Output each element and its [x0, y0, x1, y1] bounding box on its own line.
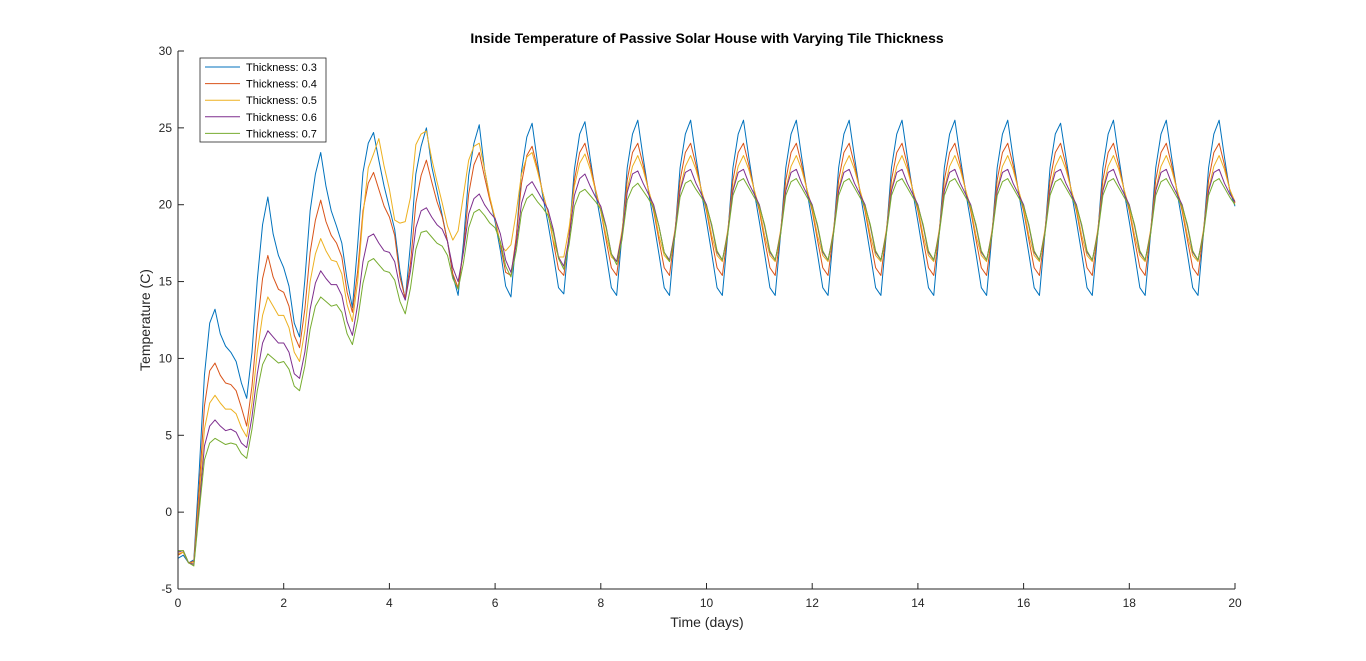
legend-entry-1: Thickness: 0.3: [246, 62, 317, 74]
x-axis-label: Time (days): [670, 614, 743, 630]
y-tick-label: 0: [165, 505, 172, 519]
series-layer: [177, 119, 1236, 567]
legend: Thickness: 0.3 Thickness: 0.4 Thickness: 0…: [199, 57, 327, 143]
y-tick-label: 5: [165, 428, 172, 442]
x-tick-label: 14: [911, 596, 925, 610]
x-tick-label: 20: [1228, 596, 1242, 610]
x-ticks: 0 2 4 6 8 10 12 14 16 18 20: [175, 583, 1242, 610]
legend-entry-2: Thickness: 0.4: [246, 79, 317, 91]
y-axis-label: Temperature (C): [137, 269, 153, 371]
legend-entry-4: Thickness: 0.6: [246, 112, 317, 124]
y-tick-label: 10: [159, 351, 173, 365]
y-tick-label: 25: [159, 121, 173, 135]
legend-entry-3: Thickness: 0.5: [246, 95, 317, 107]
series-line-1: [177, 119, 1236, 564]
series-line-5: [178, 178, 1236, 567]
x-tick-label: 16: [1017, 596, 1031, 610]
plot-area: [178, 51, 1235, 589]
x-tick-label: 4: [386, 596, 393, 610]
y-tick-label: 20: [159, 198, 173, 212]
y-tick-label: 15: [159, 275, 173, 289]
y-tick-label: 30: [159, 44, 173, 58]
x-tick-label: 0: [175, 596, 182, 610]
legend-entry-5: Thickness: 0.7: [246, 128, 317, 140]
x-tick-label: 2: [280, 596, 287, 610]
x-tick-label: 18: [1123, 596, 1137, 610]
y-ticks: -5 0 5 10 15 20 25 30: [159, 44, 184, 596]
series-line-4: [177, 168, 1236, 565]
x-tick-label: 8: [597, 596, 604, 610]
chart-title: Inside Temperature of Passive Solar Hous…: [470, 30, 944, 46]
x-tick-label: 10: [700, 596, 714, 610]
x-tick-label: 6: [492, 596, 499, 610]
x-tick-label: 12: [806, 596, 820, 610]
y-tick-label: -5: [161, 582, 172, 596]
series-line-2: [177, 142, 1236, 564]
